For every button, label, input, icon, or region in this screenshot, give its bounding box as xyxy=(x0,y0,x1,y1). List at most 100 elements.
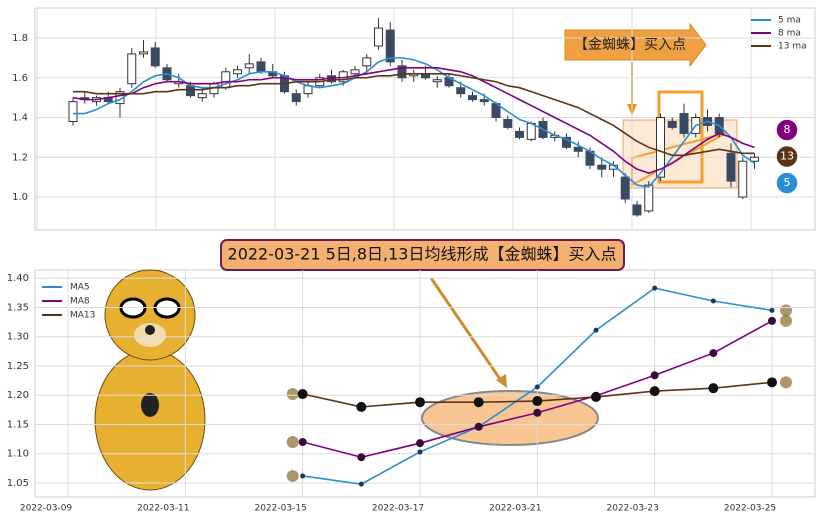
y-tick-label: 1.35 xyxy=(7,302,29,313)
candle-body xyxy=(644,184,654,212)
candle-body xyxy=(573,146,583,152)
y-tick-label: 1.10 xyxy=(7,449,29,460)
point xyxy=(416,439,424,448)
candle-body xyxy=(620,176,630,200)
y-tick-label: 1.2 xyxy=(12,152,28,163)
candle-body xyxy=(515,130,524,138)
legend-label: 5 ma xyxy=(778,16,801,26)
candle-body xyxy=(479,99,489,103)
point xyxy=(649,386,660,397)
legend-label: MA8 xyxy=(70,297,90,307)
candle-body xyxy=(679,113,689,134)
legend-label: MA13 xyxy=(70,311,95,321)
ma-line xyxy=(72,67,755,175)
candle-body xyxy=(291,93,301,103)
ma-line xyxy=(73,72,755,157)
candle-body xyxy=(127,53,137,85)
point xyxy=(768,316,776,325)
point xyxy=(591,391,601,402)
candle-body xyxy=(750,156,759,162)
y-tick-label: 1.40 xyxy=(7,273,29,284)
x-tick-label: 2022-03-15 xyxy=(255,504,307,514)
x-tick-label: 2022-03-23 xyxy=(607,504,659,514)
candle-body xyxy=(503,118,513,128)
badge-label: 5 xyxy=(784,176,791,189)
point xyxy=(297,389,308,400)
y-tick-label: 1.05 xyxy=(7,478,29,489)
point xyxy=(708,383,719,394)
candle-body xyxy=(244,63,254,69)
candle-body xyxy=(256,61,266,73)
point xyxy=(298,438,307,447)
y-tick-label: 1.25 xyxy=(7,361,29,372)
y-tick-label: 1.30 xyxy=(7,332,29,343)
y-tick-label: 1.0 xyxy=(12,192,28,203)
badge xyxy=(775,118,799,142)
candle-body xyxy=(150,47,160,67)
x-tick-label: 2022-03-17 xyxy=(372,504,424,514)
candle-body xyxy=(350,69,360,75)
point xyxy=(356,401,367,412)
spider-ornament xyxy=(286,469,299,482)
badge xyxy=(775,171,799,195)
point xyxy=(473,397,484,408)
y-tick-label: 1.8 xyxy=(12,33,28,44)
point xyxy=(300,473,306,479)
candle-body xyxy=(656,117,665,178)
candle-body xyxy=(139,51,148,55)
candle-body xyxy=(68,101,78,122)
candle-body xyxy=(374,27,383,47)
point xyxy=(474,422,483,431)
y-tick-label: 1.4 xyxy=(12,113,28,124)
point xyxy=(709,349,718,358)
pointer-head xyxy=(496,374,507,388)
point xyxy=(593,327,599,333)
badge-label: 8 xyxy=(784,123,791,136)
point xyxy=(357,453,366,462)
pointer-line xyxy=(429,277,504,383)
point xyxy=(532,396,543,407)
candle-body xyxy=(726,152,736,182)
spider-ornament xyxy=(780,304,792,317)
point xyxy=(767,377,777,388)
spider-ornament xyxy=(780,314,792,327)
point xyxy=(652,285,658,291)
badge xyxy=(775,144,799,169)
x-tick-label: 2022-03-11 xyxy=(137,504,189,514)
legend-label: 13 ma xyxy=(778,42,807,52)
candle-body xyxy=(397,65,407,79)
badge-label: 13 xyxy=(780,150,794,163)
annotation: 【金蜘蛛】买入点 xyxy=(574,37,686,53)
spider-ornament xyxy=(286,436,299,449)
candle-body xyxy=(233,69,242,75)
legend-label: 8 ma xyxy=(778,29,801,39)
legend-label: MA5 xyxy=(70,283,90,293)
spider-ornament xyxy=(286,388,299,401)
candle-body xyxy=(432,79,442,83)
candle-body xyxy=(738,160,748,198)
annotation: 2022-03-21 5日,8日,13日均线形成【金蜘蛛】买入点 xyxy=(228,245,617,264)
point xyxy=(417,449,423,455)
y-tick-label: 1.6 xyxy=(12,73,28,84)
candle-body xyxy=(362,57,372,67)
candle-body xyxy=(186,85,195,97)
point xyxy=(358,481,364,487)
point xyxy=(769,307,775,313)
point xyxy=(533,408,542,417)
callout-box xyxy=(220,239,625,271)
x-tick-label: 2022-03-25 xyxy=(724,504,776,514)
point xyxy=(650,371,659,380)
spider-ornament xyxy=(780,376,792,389)
candle-body xyxy=(597,164,607,170)
y-tick-label: 1.20 xyxy=(7,390,29,401)
candle-body xyxy=(385,29,395,63)
x-tick-label: 2022-03-21 xyxy=(489,504,541,514)
candle-body xyxy=(667,120,677,128)
candle-body xyxy=(197,93,207,99)
point xyxy=(415,397,425,408)
y-tick-label: 1.15 xyxy=(7,419,29,430)
x-tick-label: 2022-03-09 xyxy=(20,504,73,514)
dog-illustration xyxy=(94,269,206,491)
point xyxy=(534,384,540,390)
